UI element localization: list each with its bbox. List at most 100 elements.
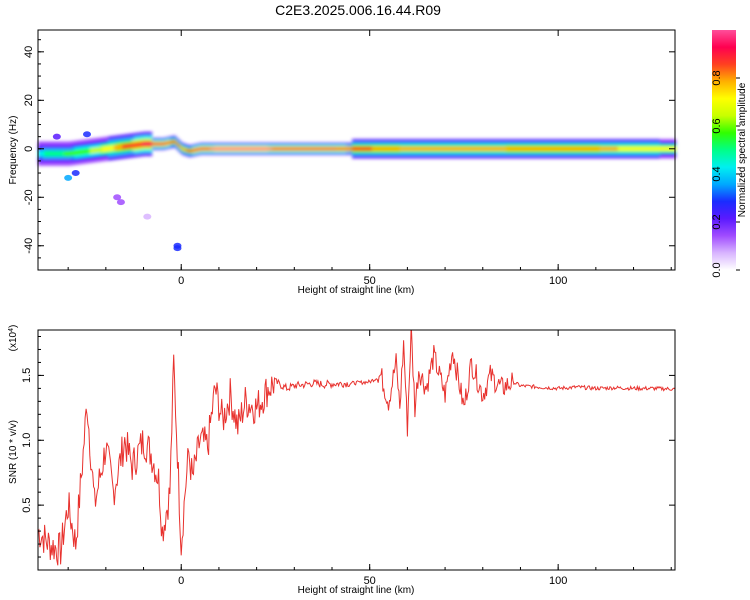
spectrogram-cell (492, 146, 495, 151)
spectrogram-cell (556, 146, 559, 151)
y-tick-label: -40 (23, 238, 35, 254)
spectrogram-cell (542, 146, 545, 151)
spectrogram-cell (406, 146, 409, 151)
spectrogram-cell (418, 146, 421, 151)
spectrogram-blob (143, 213, 152, 220)
spectrogram-cell (186, 148, 189, 152)
spectrogram-cell (284, 147, 287, 151)
spectrogram-cell (634, 146, 637, 151)
spectrogram-cell (384, 146, 387, 151)
spectrogram-cell (392, 146, 395, 151)
spectrogram-cell (114, 145, 117, 151)
spectrogram-cell (320, 147, 323, 151)
spectrogram-cell (368, 146, 371, 151)
spectrogram-cell (540, 146, 543, 151)
chart-title: C2E3.2025.006.16.44.R09 (275, 2, 441, 18)
colorbar: 0.0 0.2 0.4 0.6 0.8 Normalized spectral ampl… (711, 30, 748, 278)
spectrogram-cell (606, 146, 609, 151)
spectrogram-cell (414, 146, 417, 151)
spectrogram-cell (480, 146, 483, 151)
y-tick-label: -20 (23, 189, 35, 205)
spectrogram-cell (210, 147, 213, 151)
spectrogram-cell (298, 147, 301, 151)
spectrogram-cell (470, 146, 473, 151)
spectrogram-cell (50, 150, 53, 157)
spectrogram-cell (148, 141, 151, 147)
spectrogram-cell (40, 150, 43, 157)
spectrogram-cell (76, 149, 79, 156)
spectrogram-cell (612, 146, 615, 151)
spectrogram-cell (324, 147, 327, 151)
spectrogram-cell (54, 150, 57, 157)
spectrogram-cell (48, 150, 51, 157)
spectrogram-cell (490, 146, 493, 151)
spectrogram-cell (204, 147, 207, 151)
snr-panel: 0 50 100 0.5 1.0 1.5 Height of straight line… (8, 325, 676, 596)
spectrogram-cell (424, 146, 427, 151)
spectrogram-cell (142, 141, 145, 147)
spectrogram-cell (386, 146, 389, 151)
colorbar-label: Normalized spectral amplitude (737, 82, 748, 217)
spectrogram-cell (264, 147, 267, 151)
spectrogram-cell (108, 145, 111, 152)
spectrogram-cell (280, 147, 283, 151)
spectrogram-cell (400, 146, 403, 151)
spectrogram-cell (404, 146, 407, 151)
spectrogram-cell (458, 146, 461, 151)
spectrogram-cell (494, 146, 497, 151)
spectrogram-cell (340, 147, 343, 151)
spectrogram-cell (660, 146, 663, 151)
spectrogram-cell (610, 146, 613, 151)
spectrogram-cell (364, 146, 367, 151)
spectrogram-cell (190, 149, 193, 153)
spectrogram-cell (192, 149, 195, 152)
spectrogram-cell (200, 147, 203, 151)
spectrogram-cell (90, 148, 93, 154)
spectrogram-cell (502, 146, 505, 151)
spectrogram-cell (78, 149, 81, 156)
spectrogram-cell (202, 147, 205, 151)
spectrogram-cell (632, 146, 635, 151)
spectrogram-cell (442, 146, 445, 151)
spectrogram-cell (44, 150, 47, 157)
spectrogram-cell (156, 142, 159, 146)
spectrogram-cell (102, 146, 105, 152)
spectrogram-cell (166, 141, 169, 145)
snr-frame (37, 329, 676, 571)
spectrogram-cell (176, 142, 179, 146)
spectrogram-cell (482, 146, 485, 151)
spectrogram-cell (604, 146, 607, 151)
spectrogram-cell (474, 146, 477, 151)
spectrogram-cell (518, 146, 521, 151)
spectrogram-cell (624, 146, 627, 151)
spectrogram-cell (334, 147, 337, 151)
y-tick-label: 1.5 (21, 368, 33, 383)
spectrogram-cell (46, 150, 49, 157)
spectrogram-cell (132, 142, 135, 149)
spectrogram-cell (394, 146, 397, 151)
spectrogram-cell (158, 142, 161, 146)
spectrogram-cell (430, 146, 433, 151)
spectrogram-cell (130, 143, 133, 149)
spectrogram-cell (218, 147, 221, 151)
spectrogram-cell (644, 146, 647, 151)
spectrogram-cell (150, 141, 153, 147)
spectrogram-cell (534, 146, 537, 151)
spectrogram-cell (578, 146, 581, 151)
spectrogram-cell (628, 146, 631, 151)
spectrogram-cell (246, 147, 249, 151)
spectrogram-cell (434, 146, 437, 151)
spectrogram-cell (60, 150, 63, 157)
spectrogram-cell (618, 146, 621, 151)
spectrogram-cell (598, 146, 601, 151)
snr-x-ticks: 0 50 100 (67, 330, 672, 587)
colorbar-tick-label: 0.8 (711, 70, 723, 85)
spectrogram-cell (360, 146, 363, 151)
spectrogram-cell (608, 146, 611, 151)
spectrogram-marks (38, 131, 677, 252)
spectrogram-cell (478, 146, 481, 151)
spectrogram-cell (388, 146, 391, 151)
spectrogram-cell (580, 146, 583, 151)
spectrogram-cell (582, 146, 585, 151)
spectrogram-cell (294, 147, 297, 151)
